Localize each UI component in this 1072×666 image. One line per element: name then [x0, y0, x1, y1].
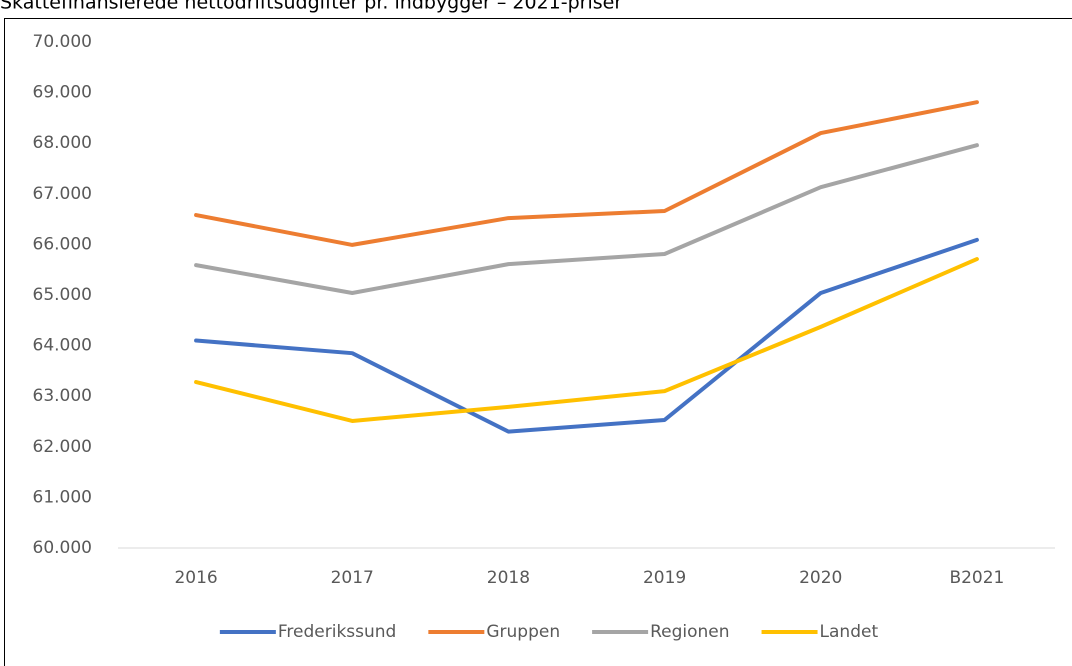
- y-tick-label: 67.000: [33, 184, 92, 204]
- y-tick-label: 63.000: [33, 386, 92, 406]
- series-line: [194, 257, 979, 423]
- y-tick-label: 66.000: [33, 234, 92, 254]
- y-tick-label: 69.000: [33, 83, 92, 103]
- legend-label: Landet: [820, 622, 879, 642]
- y-tick-label: 65.000: [33, 285, 92, 305]
- y-tick-label: 62.000: [33, 437, 92, 457]
- legend-label: Regionen: [650, 622, 729, 642]
- y-tick-label: 64.000: [33, 336, 92, 356]
- legend-label: Gruppen: [486, 622, 560, 642]
- series-line: [194, 237, 979, 434]
- x-tick-label: 2016: [174, 568, 217, 588]
- series-line: [194, 100, 979, 247]
- legend-label: Frederikssund: [278, 622, 396, 642]
- x-tick-label: 2017: [331, 568, 374, 588]
- x-tick-label: 2019: [643, 568, 686, 588]
- series-line: [194, 143, 979, 295]
- x-tick-label: 2020: [799, 568, 842, 588]
- chart-title: Skattefinansierede nettodriftsudgifter p…: [0, 0, 622, 14]
- y-tick-label: 70.000: [33, 32, 92, 52]
- x-tick-label: B2021: [949, 568, 1004, 588]
- x-tick-label: 2018: [487, 568, 530, 588]
- y-tick-label: 68.000: [33, 133, 92, 153]
- y-tick-label: 60.000: [33, 538, 92, 558]
- y-tick-label: 61.000: [33, 487, 92, 507]
- chart-frame: [4, 18, 1072, 666]
